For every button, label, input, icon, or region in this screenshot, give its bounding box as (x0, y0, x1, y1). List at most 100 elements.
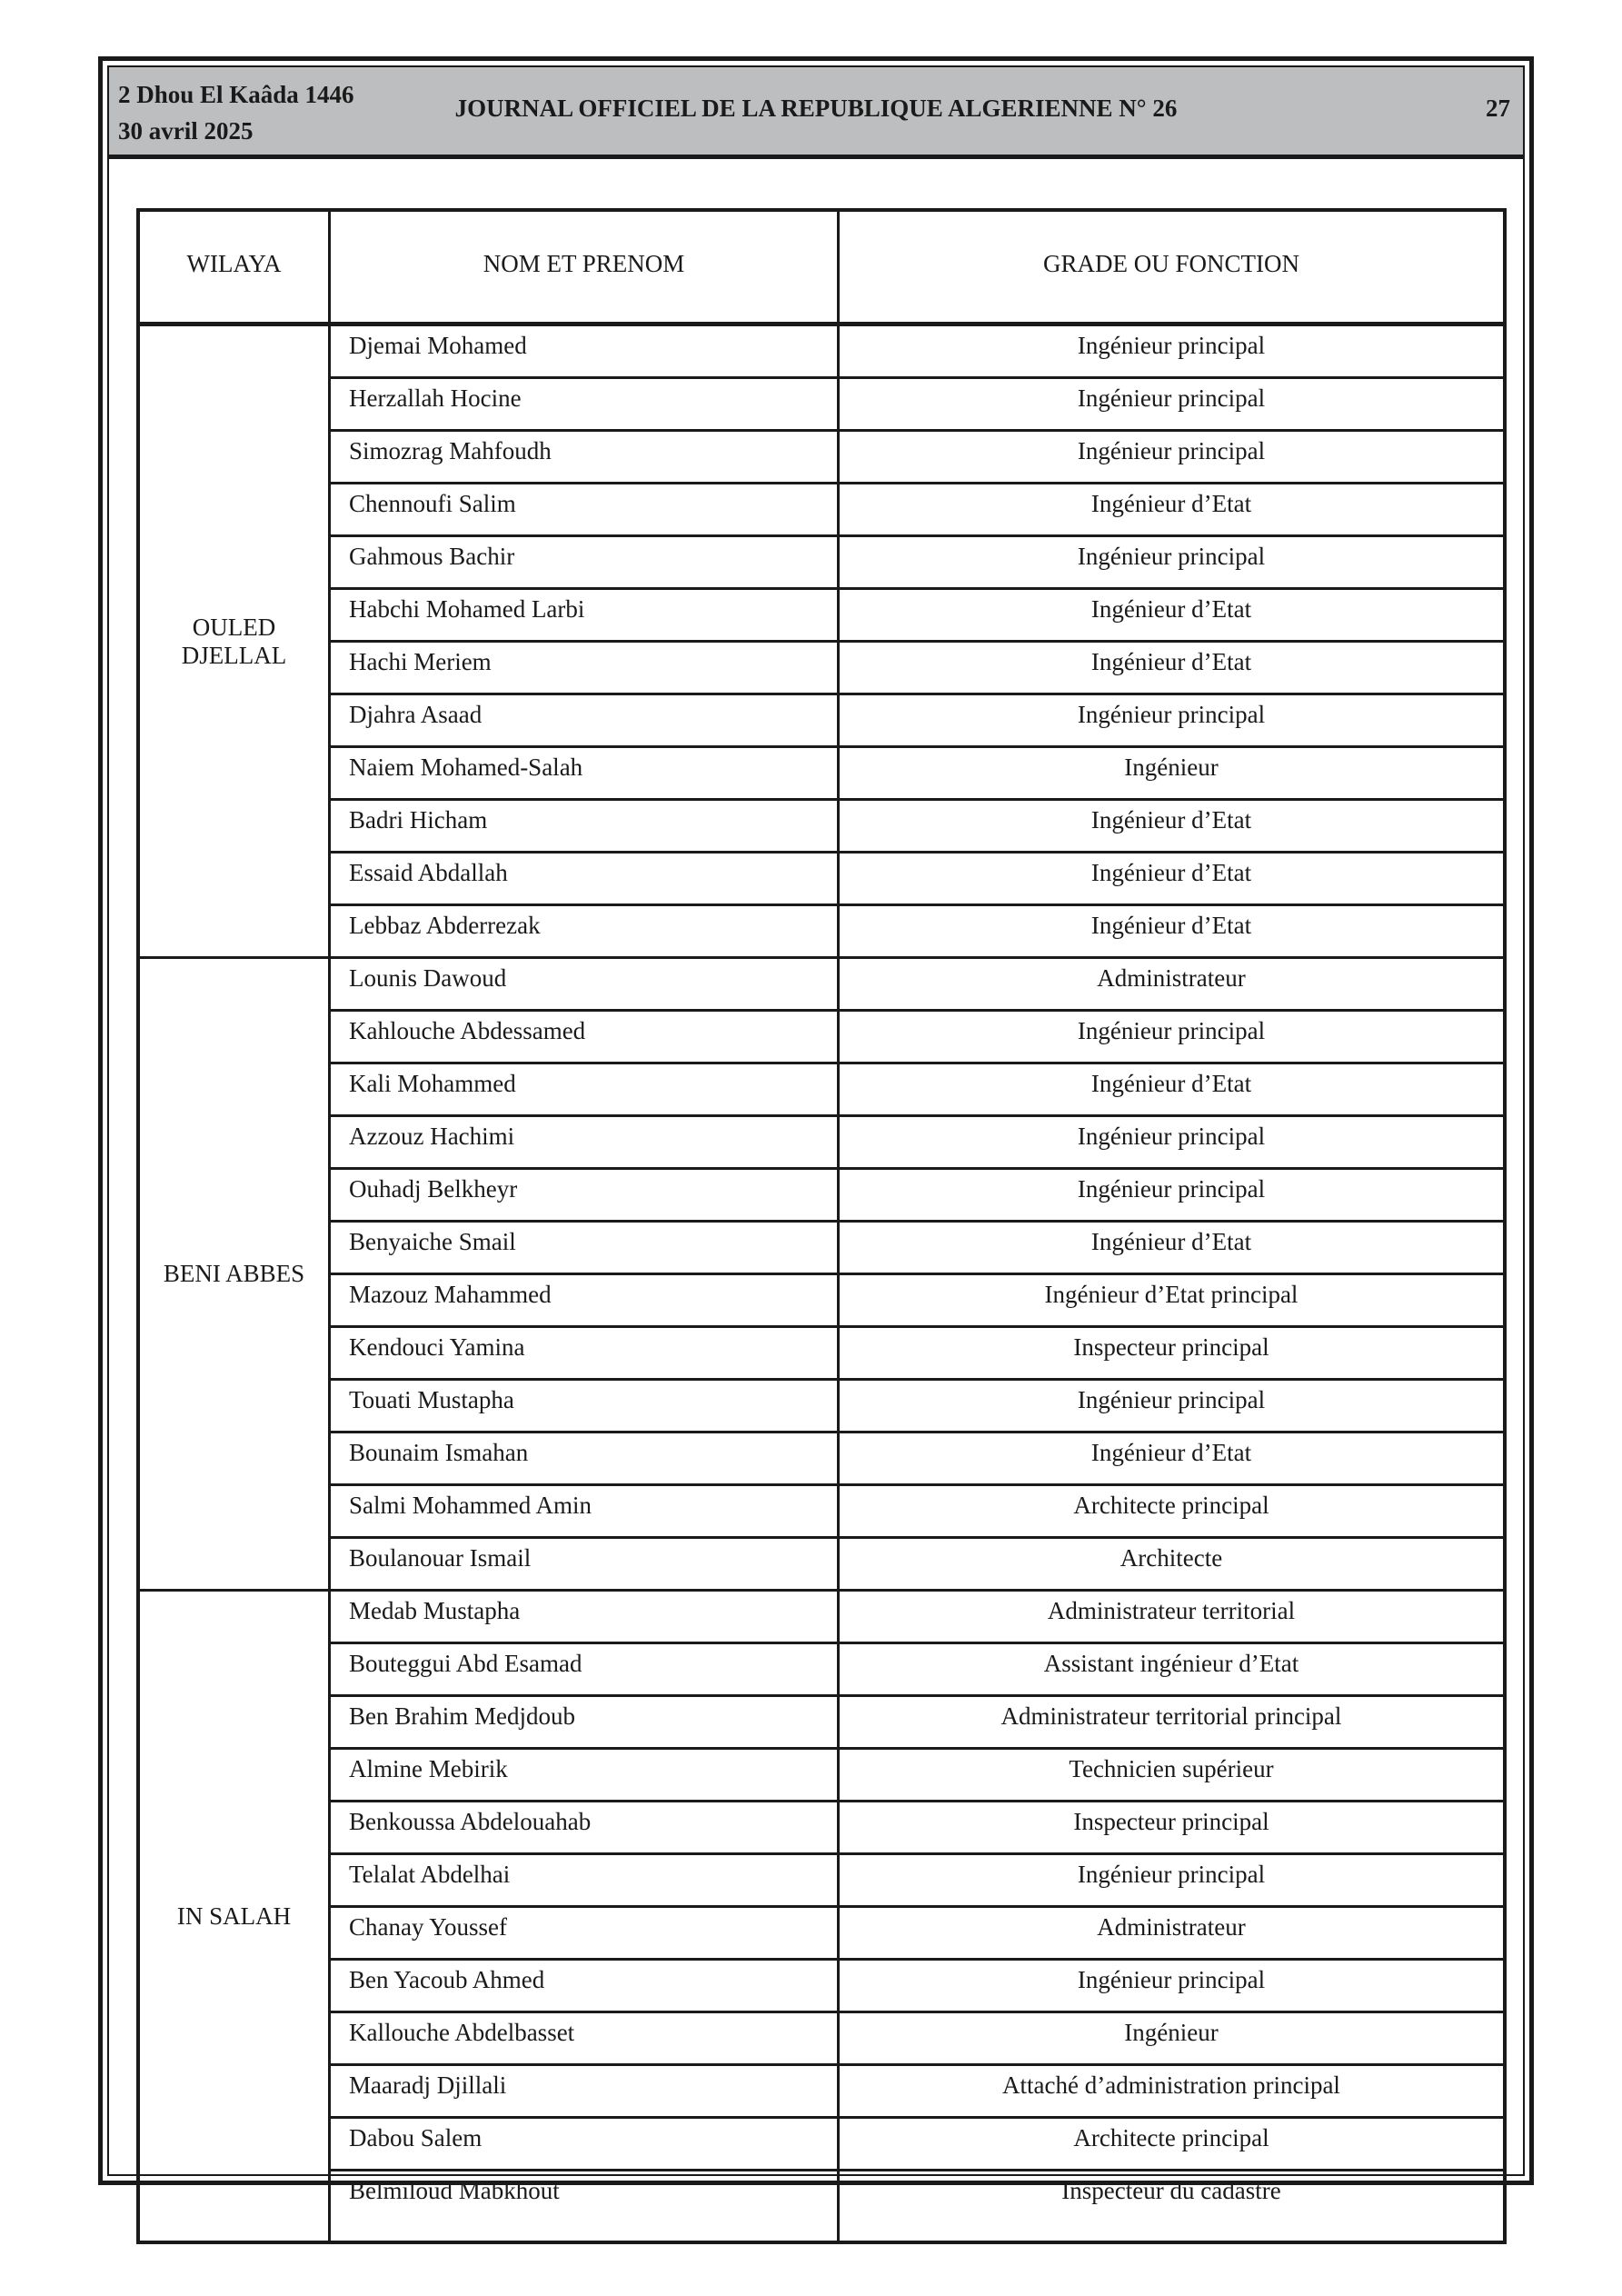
grade-cell: Ingénieur d’Etat (837, 1062, 1507, 1117)
wilaya-cell: IN SALAH (136, 1589, 331, 2244)
column-header-grade: GRADE OU FONCTION (837, 208, 1507, 326)
table-row: Kali Mohammed Ingénieur d’Etat (138, 1062, 1507, 1117)
name-cell: Kahlouche Abdessamed (328, 1009, 840, 1064)
table-row: Kallouche Abdelbasset Ingénieur (138, 2011, 1507, 2066)
table-row: Mazouz Mahammed Ingénieur d’Etat principa… (138, 1273, 1507, 1328)
name-cell: Lounis Dawoud (328, 956, 840, 1012)
name-cell: Kallouche Abdelbasset (328, 2011, 840, 2066)
name-cell: Djahra Asaad (328, 693, 840, 748)
name-cell: Benkoussa Abdelouahab (328, 1800, 840, 1855)
table-row: Telalat Abdelhai Ingénieur principal (138, 1852, 1507, 1908)
table-row: Ben Yacoub Ahmed Ingénieur principal (138, 1958, 1507, 2013)
name-cell: Dabou Salem (328, 2116, 840, 2171)
grade-cell: Ingénieur principal (837, 1958, 1507, 2013)
grade-cell: Ingénieur principal (837, 1167, 1507, 1223)
table-row: Chennoufi Salim Ingénieur d’Etat (138, 482, 1507, 537)
table-row: Benyaiche Smail Ingénieur d’Etat (138, 1220, 1507, 1275)
table-row: Belmiloud Mabkhout Inspecteur du cadastre (138, 2169, 1507, 2244)
table-row: Kendouci Yamina Inspecteur principal (138, 1325, 1507, 1381)
name-cell: Mazouz Mahammed (328, 1273, 840, 1328)
name-cell: Touati Mustapha (328, 1378, 840, 1433)
name-cell: Ben Brahim Medjdoub (328, 1694, 840, 1750)
grade-cell: Ingénieur d’Etat (837, 903, 1507, 959)
grade-cell: Assistant ingénieur d’Etat (837, 1642, 1507, 1697)
table-row: Herzallah Hocine Ingénieur principal (138, 376, 1507, 432)
table-row: Lebbaz Abderrezak Ingénieur d’Etat (138, 903, 1507, 959)
table-row: Boulanouar Ismail Architecte (138, 1536, 1507, 1592)
table-row: Almine Mebirik Technicien supérieur (138, 1747, 1507, 1802)
name-cell: Medab Mustapha (328, 1589, 840, 1644)
grade-cell: Ingénieur d’Etat (837, 587, 1507, 643)
header-dates: 2 Dhou El Kaâda 1446 30 avril 2025 (118, 76, 354, 149)
table-header-row: WILAYA NOM ET PRENOM GRADE OU FONCTION (136, 208, 1507, 326)
name-cell: Telalat Abdelhai (328, 1852, 840, 1908)
name-cell: Habchi Mohamed Larbi (328, 587, 840, 643)
table-row: Naiem Mohamed-Salah Ingénieur (138, 745, 1507, 801)
grade-cell: Architecte principal (837, 1483, 1507, 1539)
grade-cell: Inspecteur principal (837, 1800, 1507, 1855)
journal-header: 2 Dhou El Kaâda 1446 30 avril 2025 JOURN… (109, 67, 1523, 159)
gregorian-date: 30 avril 2025 (118, 117, 254, 145)
name-cell: Naiem Mohamed-Salah (328, 745, 840, 801)
table-row: OULED DJELLAL Djemai Mohamed Ingénieur pri… (136, 323, 1507, 959)
table-row: Djahra Asaad Ingénieur principal (138, 693, 1507, 748)
grade-cell: Ingénieur d’Etat (837, 1220, 1507, 1275)
grade-cell: Administrateur (837, 956, 1507, 1012)
page-frame: 2 Dhou El Kaâda 1446 30 avril 2025 JOURN… (98, 56, 1534, 2244)
table-row: BENI ABBES Lounis Dawoud Administrateur (136, 956, 1507, 1592)
grade-cell: Ingénieur principal (837, 429, 1507, 484)
table-row: Azzouz Hachimi Ingénieur principal (138, 1114, 1507, 1170)
table-row: Kahlouche Abdessamed Ingénieur principal (138, 1009, 1507, 1064)
hijri-date: 2 Dhou El Kaâda 1446 (118, 81, 354, 108)
column-header-name: NOM ET PRENOM (328, 208, 840, 326)
name-cell: Lebbaz Abderrezak (328, 903, 840, 959)
wilaya-cell: BENI ABBES (136, 956, 331, 1592)
name-cell: Ouhadj Belkheyr (328, 1167, 840, 1223)
name-cell: Djemai Mohamed (328, 323, 840, 379)
grade-cell: Ingénieur d’Etat (837, 851, 1507, 906)
grade-cell: Ingénieur principal (837, 534, 1507, 590)
table-row: Gahmous Bachir Ingénieur principal (138, 534, 1507, 590)
name-cell: Benyaiche Smail (328, 1220, 840, 1275)
journal-title: JOURNAL OFFICIEL DE LA REPUBLIQUE ALGERI… (454, 95, 1178, 122)
name-cell: Ben Yacoub Ahmed (328, 1958, 840, 2013)
grade-cell: Ingénieur principal (837, 1378, 1507, 1433)
name-cell: Badri Hicham (328, 798, 840, 854)
table-row: Chanay Youssef Administrateur (138, 1905, 1507, 1961)
grade-cell: Administrateur (837, 1905, 1507, 1961)
grade-cell: Ingénieur principal (837, 376, 1507, 432)
table-row: Dabou Salem Architecte principal (138, 2116, 1507, 2171)
table-row: Touati Mustapha Ingénieur principal (138, 1378, 1507, 1433)
table-row: Essaid Abdallah Ingénieur d’Etat (138, 851, 1507, 906)
grade-cell: Ingénieur d’Etat principal (837, 1273, 1507, 1328)
grade-cell: Administrateur territorial (837, 1589, 1507, 1644)
name-cell: Essaid Abdallah (328, 851, 840, 906)
grade-cell: Ingénieur (837, 2011, 1507, 2066)
name-cell: Gahmous Bachir (328, 534, 840, 590)
table-row: IN SALAH Medab Mustapha Administrateur ter… (136, 1589, 1507, 2244)
table-row: Simozrag Mahfoudh Ingénieur principal (138, 429, 1507, 484)
table-row: Benkoussa Abdelouahab Inspecteur principa… (138, 1800, 1507, 1855)
name-cell: Almine Mebirik (328, 1747, 840, 1802)
table-row: Habchi Mohamed Larbi Ingénieur d’Etat (138, 587, 1507, 643)
table-row: Maaradj Djillali Attaché d’administration… (138, 2063, 1507, 2119)
grade-cell: Technicien supérieur (837, 1747, 1507, 1802)
name-cell: Maaradj Djillali (328, 2063, 840, 2119)
table-row: Ouhadj Belkheyr Ingénieur principal (138, 1167, 1507, 1223)
grade-cell: Ingénieur (837, 745, 1507, 801)
grade-cell: Ingénieur d’Etat (837, 1431, 1507, 1486)
grade-cell: Ingénieur d’Etat (837, 640, 1507, 695)
grade-cell: Inspecteur du cadastre (837, 2169, 1507, 2244)
table-row: Salmi Mohammed Amin Architecte principal (138, 1483, 1507, 1539)
grade-cell: Ingénieur principal (837, 1009, 1507, 1064)
name-cell: Kendouci Yamina (328, 1325, 840, 1381)
grade-cell: Architecte principal (837, 2116, 1507, 2171)
name-cell: Bounaim Ismahan (328, 1431, 840, 1486)
grade-cell: Ingénieur d’Etat (837, 482, 1507, 537)
name-cell: Salmi Mohammed Amin (328, 1483, 840, 1539)
grade-cell: Ingénieur principal (837, 693, 1507, 748)
grade-cell: Ingénieur d’Etat (837, 798, 1507, 854)
column-header-wilaya: WILAYA (136, 208, 331, 326)
name-cell: Hachi Meriem (328, 640, 840, 695)
nominations-table: WILAYA NOM ET PRENOM GRADE OU FONCTION O… (136, 208, 1507, 2244)
